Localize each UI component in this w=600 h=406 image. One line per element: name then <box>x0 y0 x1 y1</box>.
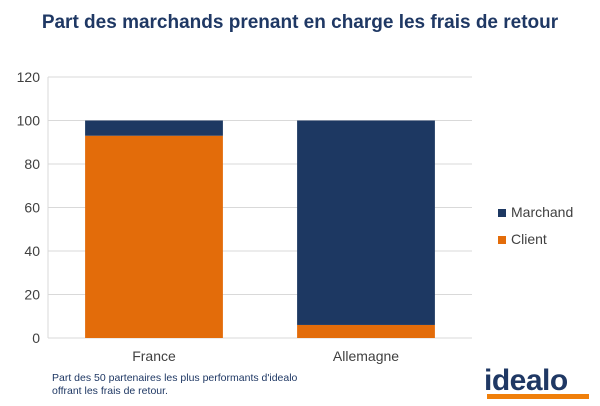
idealo-logo[interactable]: idealo <box>484 364 568 397</box>
y-tick-label: 40 <box>24 243 40 259</box>
footnote-line-1: Part des 50 partenaires les plus perform… <box>52 372 298 384</box>
legend-swatch <box>498 209 506 217</box>
y-tick-label: 60 <box>24 200 40 216</box>
bar-marchand <box>297 120 435 325</box>
footnote-line-2: offrant les frais de retour. <box>52 385 168 397</box>
y-tick-label: 120 <box>17 69 41 85</box>
x-tick-label: France <box>132 348 176 364</box>
bar-client <box>297 324 435 338</box>
y-tick-label: 0 <box>32 330 40 346</box>
bar-client <box>85 135 223 338</box>
y-tick-label: 20 <box>24 287 40 303</box>
footnote: Part des 50 partenaires les plus perform… <box>52 372 372 398</box>
legend-label: Marchand <box>511 204 573 220</box>
legend-swatch <box>498 236 506 244</box>
y-tick-label: 80 <box>24 156 40 172</box>
bar-marchand <box>85 120 223 136</box>
legend-label: Client <box>511 231 547 247</box>
logo-accent-bar <box>487 394 589 399</box>
x-tick-label: Allemagne <box>333 348 399 364</box>
y-tick-label: 100 <box>17 113 41 129</box>
chart-title: Part des marchands prenant en charge les… <box>41 12 559 33</box>
